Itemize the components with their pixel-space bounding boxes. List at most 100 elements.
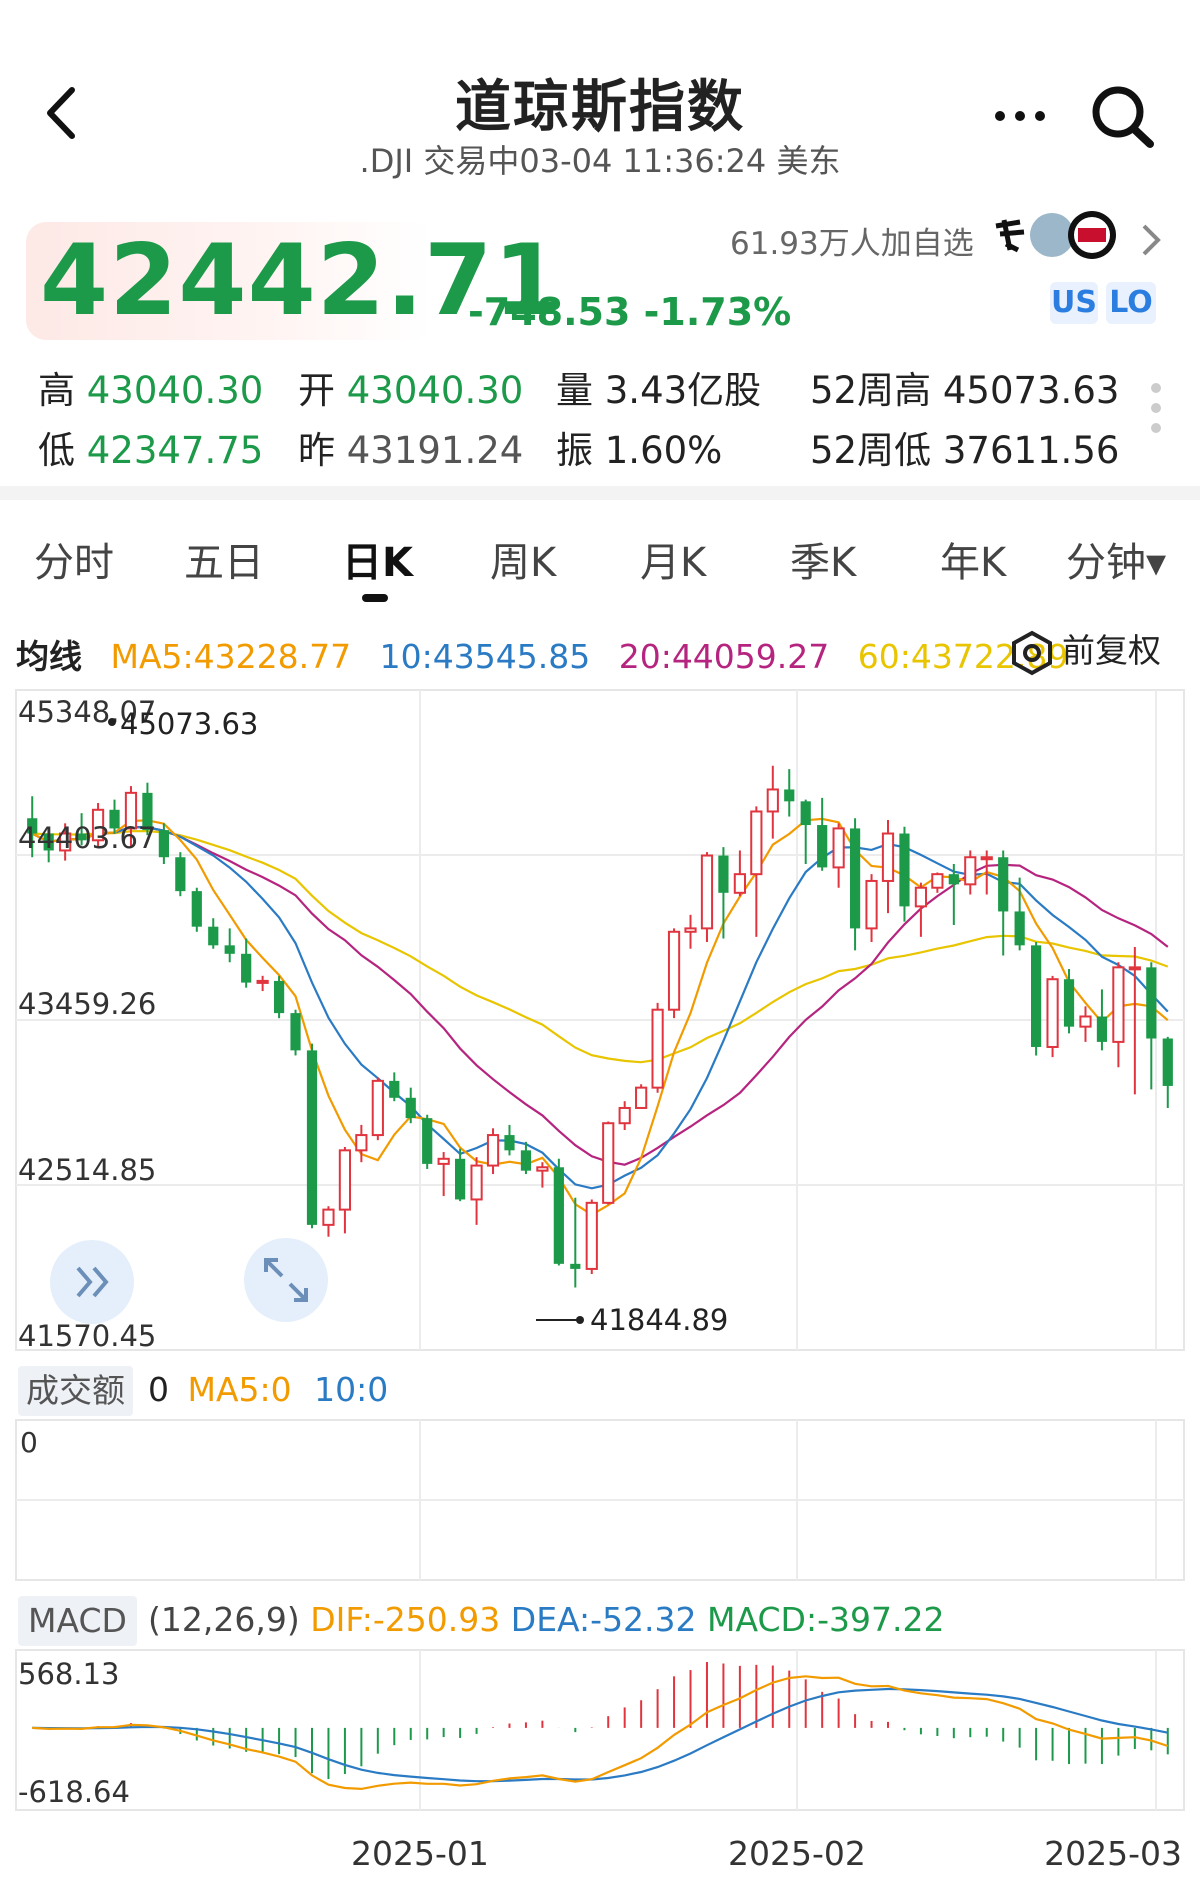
search-button[interactable] [1088,80,1158,152]
candle [1046,975,1059,1058]
active-tab-indicator [362,594,388,602]
market-tag-us[interactable]: US [1050,282,1098,324]
tab-five-day[interactable]: 五日 [184,540,264,586]
candle [1112,962,1125,1068]
candle [585,1199,598,1275]
follower-avatars[interactable] [990,210,1120,260]
ma20-value: 20:44059.27 [618,637,830,676]
stat-52wk-low: 52周低 37611.56 [810,429,1120,472]
candle [817,797,828,871]
x-tick-label: 2025-02 [728,1834,866,1873]
fullscreen-button[interactable] [244,1238,328,1322]
ma20-line [31,825,1169,1166]
candle [43,826,54,863]
volume-tag[interactable]: 成交额 [18,1366,133,1416]
stat-amplitude: 振 1.60% [556,429,723,472]
macd-histogram [47,1661,1169,1780]
page-title: 道琼斯指数 [455,75,745,140]
candle [570,1197,581,1288]
y-tick-label: 42514.85 [18,1153,156,1187]
more-button[interactable] [990,96,1050,136]
candle [355,1124,368,1163]
candle [256,975,269,992]
stat-52wk-high: 52周高 45073.63 [810,369,1120,412]
candle [602,1121,615,1205]
candle [290,1009,301,1056]
candle [618,1101,631,1130]
macd-tag[interactable]: MACD [18,1596,137,1646]
candle [881,819,895,914]
period-low-label: 41844.89 [590,1303,728,1337]
y-tick-label: 44403.67 [18,821,156,855]
dea-line [32,1687,1169,1783]
ma5-value: MA5:43228.77 [110,637,352,676]
candle [109,799,120,834]
candle [1146,962,1157,1090]
ma10-line [31,825,1169,1190]
followers-count[interactable]: 61.93万人加自选 [730,226,974,262]
volume-ma5: MA5:0 [187,1370,292,1409]
candle [718,847,729,939]
candle [59,823,72,861]
double-chevron-icon [76,1266,93,1298]
price-adjust-button[interactable]: 前复权 [1010,624,1161,676]
candle [486,1128,500,1175]
tab-minute[interactable]: 分钟▾ [1066,540,1167,586]
stats-expand-handle[interactable] [1150,382,1162,438]
last-price: 42442.71 [40,224,563,338]
chevron-right-icon[interactable] [1140,220,1162,269]
candle [91,803,105,848]
volume-ma10: 10:0 [314,1370,389,1409]
candle [124,786,138,848]
market-tag-lo[interactable]: LO [1106,282,1156,324]
price-change: -748.53 -1.73% [468,290,792,334]
tab-monthly-k[interactable]: 月K [640,540,707,586]
back-button[interactable] [40,80,88,146]
candle [322,1206,335,1237]
candle [371,1077,384,1141]
candle [1096,989,1108,1051]
dif-line [32,1675,1169,1791]
tab-intraday[interactable]: 分时 [34,540,114,586]
ma-legend: 均线 MA5:43228.77 10:43545.85 20:44059.27 … [16,630,1086,678]
candle [980,850,993,895]
tab-quarterly-k[interactable]: 季K [790,540,857,586]
candle [158,823,169,865]
ma5-line [31,817,1169,1216]
period-low-marker: 41844.89 [536,1303,728,1337]
candle [700,852,714,942]
macd-axis-top: 568.13 [18,1657,119,1691]
section-divider [0,486,1200,500]
candle [964,850,977,895]
macd-legend: (12,26,9) DIF:-250.93 DEA:-52.32 MACD:-3… [148,1600,944,1639]
stat-low: 低 42347.75 [38,429,264,472]
candle [865,874,878,942]
tab-daily-k[interactable]: 日K [342,540,413,586]
candle [899,826,910,922]
candle [241,938,252,988]
volume-axis-label: 0 [20,1426,38,1459]
candle [470,1157,483,1225]
candle [224,928,235,963]
candle [931,872,944,893]
avatar-2 [1030,213,1074,257]
candle [1128,947,1141,1095]
candle [914,882,928,937]
avatar-1 [992,216,1032,254]
macd-dea: DEA:-52.32 [510,1600,697,1639]
tab-yearly-k[interactable]: 年K [940,540,1007,586]
candle [27,796,38,858]
moving-average-lines [31,817,1169,1216]
x-tick-label: 2025-01 [351,1834,489,1873]
scroll-forward-button[interactable] [50,1240,134,1324]
macd-value: MACD:-397.22 [707,1600,945,1639]
kline-chart[interactable]: 45348.07 44403.67 43459.26 42514.85 4157… [0,680,1200,1885]
ma60-line [32,829,1169,1064]
candle [1014,877,1025,951]
candle [142,782,153,836]
candle [832,823,845,888]
ma-label: 均线 [16,637,82,676]
macd-dif: DIF:-250.93 [310,1600,501,1639]
tab-weekly-k[interactable]: 周K [490,540,557,586]
volume-value: 0 [148,1370,169,1409]
